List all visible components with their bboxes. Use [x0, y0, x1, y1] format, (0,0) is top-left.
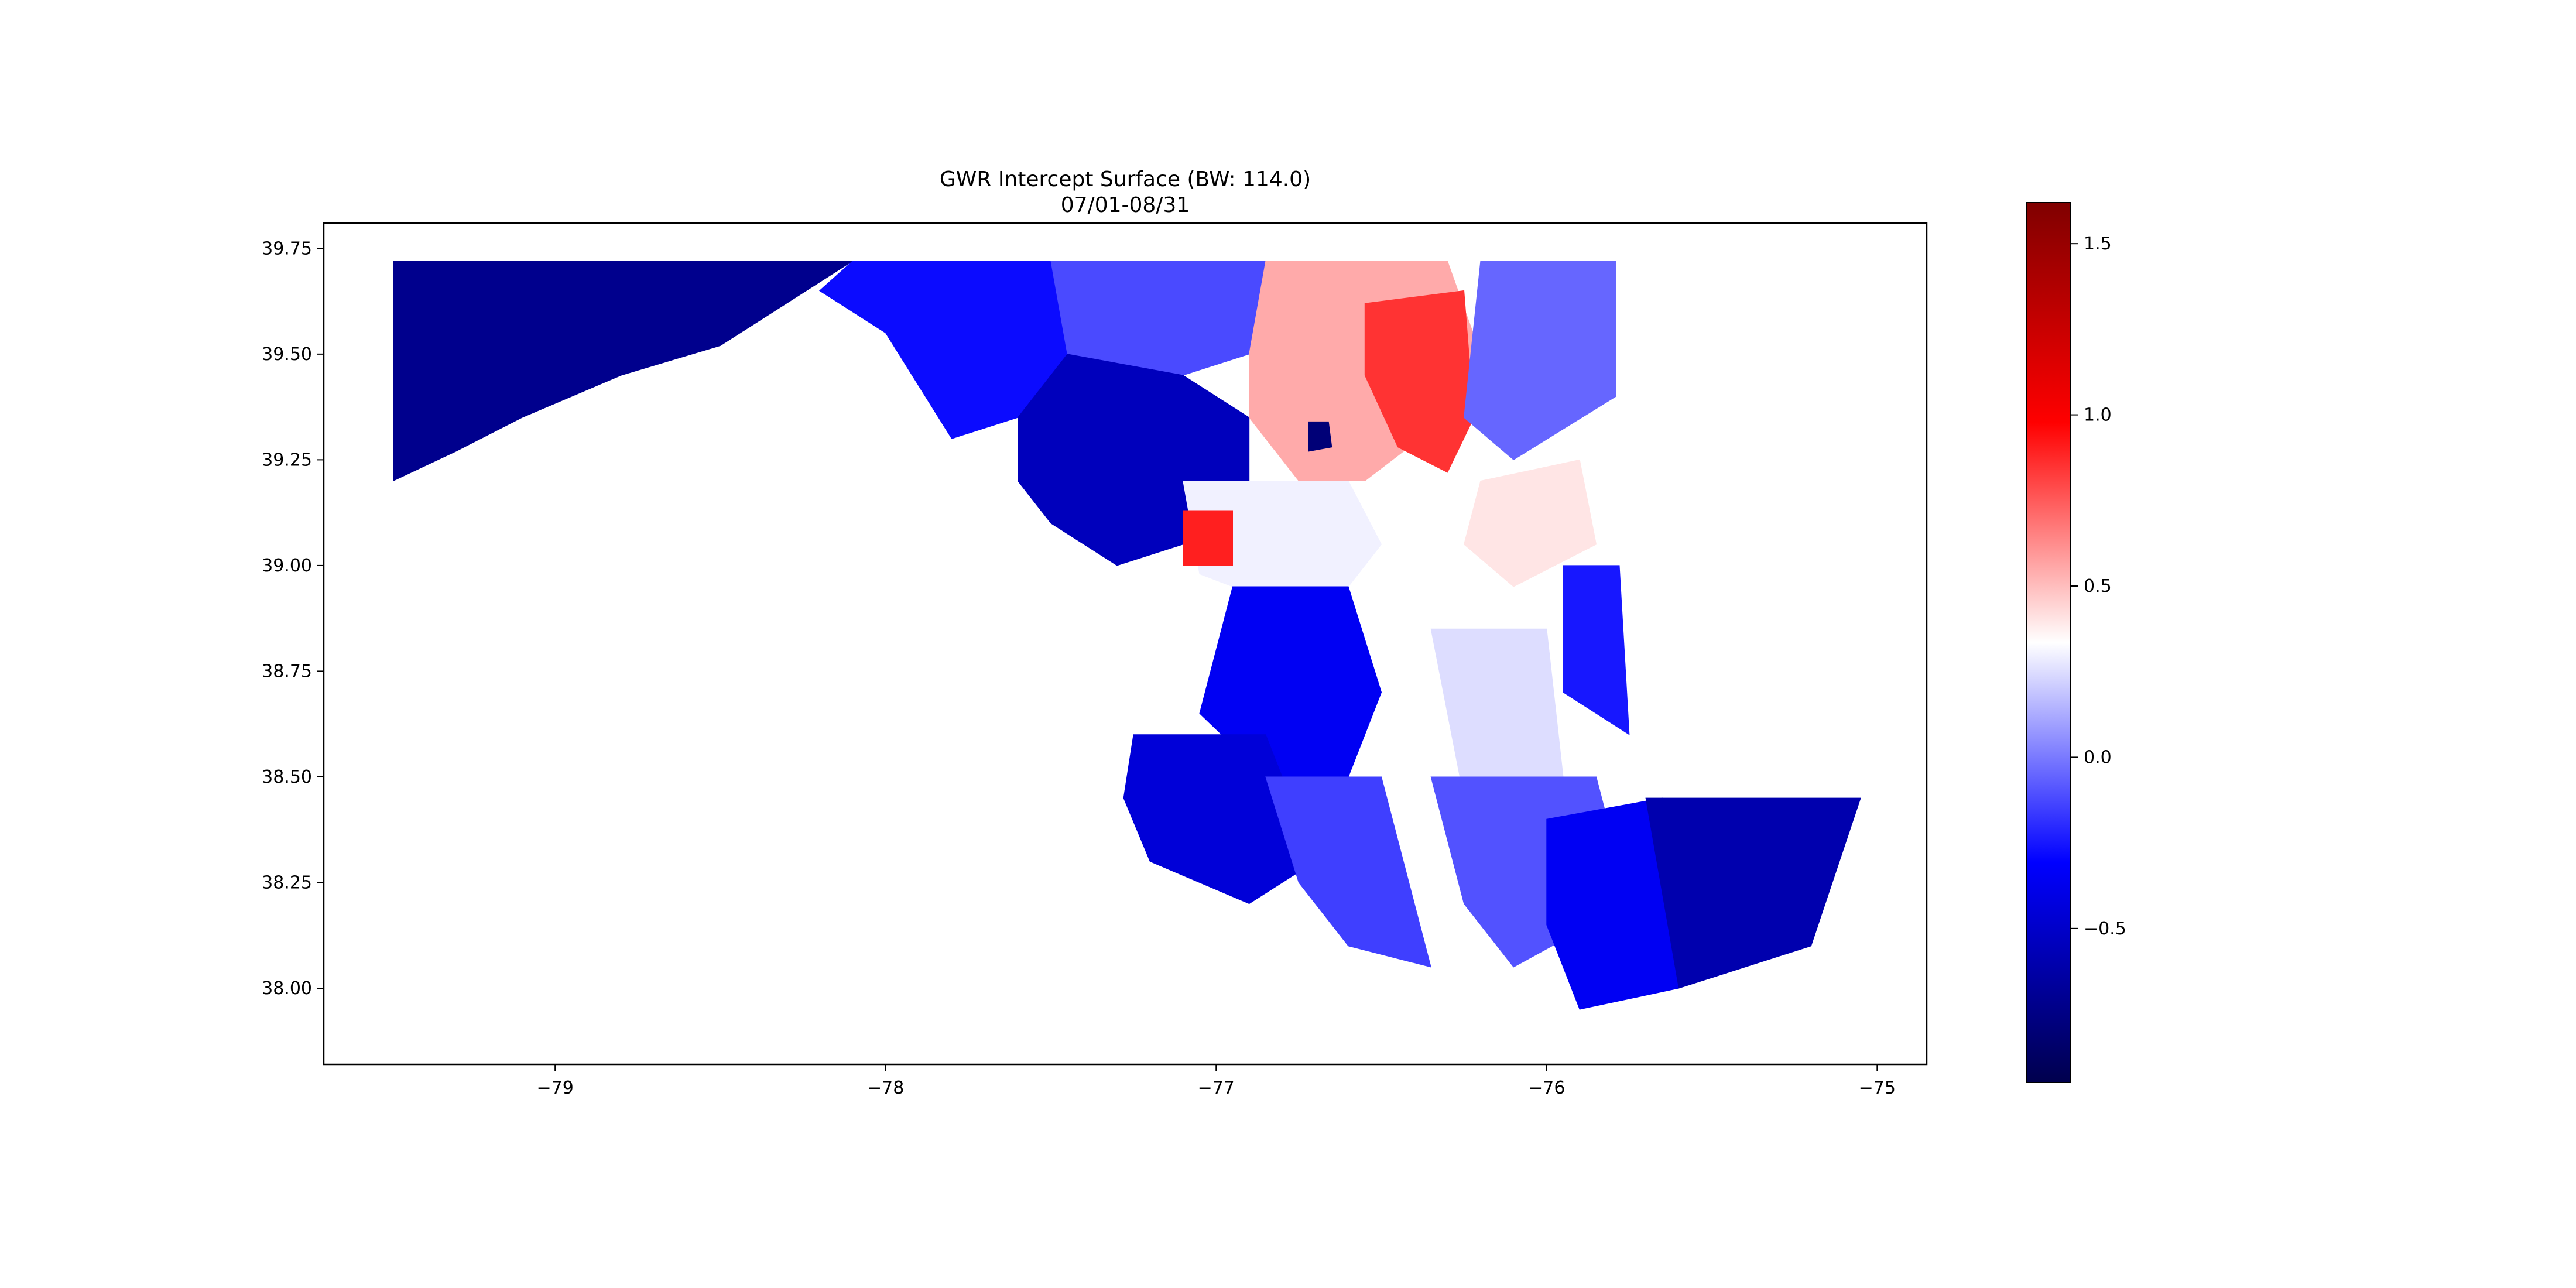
region-caroline: [1563, 565, 1630, 735]
colorbar: [2026, 202, 2071, 1083]
x-tick-label: −76: [1528, 1078, 1565, 1098]
colorbar-tick-label: −0.5: [2084, 919, 2126, 939]
colorbar-tick-label: 1.5: [2084, 234, 2112, 254]
colorbar-tick-label: 1.0: [2084, 405, 2112, 426]
colorbar-tick-label: 0.0: [2084, 747, 2112, 768]
region-baltimore-city-pocket: [1308, 421, 1332, 452]
region-western: [393, 261, 854, 482]
region-harford: [1364, 290, 1475, 473]
region-wicomico-somerset: [1546, 797, 1680, 1010]
region-queen-annes: [1464, 459, 1597, 587]
region-st-marys: [1265, 776, 1431, 968]
colorbar-tick-label: 0.5: [2084, 576, 2112, 597]
y-tick-label: 39.75: [262, 238, 312, 259]
y-tick-label: 38.50: [262, 767, 312, 787]
y-tick-label: 39.25: [262, 450, 312, 470]
y-axis: 39.75 39.50 39.25 39.00 38.75 38.50 38.25 38.00: [262, 238, 324, 999]
y-tick-label: 39.00: [262, 556, 312, 576]
region-howard-hotspot: [1183, 510, 1233, 566]
x-tick-label: −77: [1198, 1078, 1235, 1098]
x-tick-label: −75: [1859, 1078, 1896, 1098]
colorbar-axis: 1.5 1.0 0.5 0.0 −0.5: [2071, 234, 2126, 939]
region-worcester: [1645, 797, 1861, 989]
x-tick-label: −78: [867, 1078, 904, 1098]
y-tick-label: 38.75: [262, 661, 312, 681]
y-tick-label: 38.00: [262, 978, 312, 999]
x-tick-label: −79: [537, 1078, 574, 1098]
region-kent: [1464, 261, 1616, 461]
chart-subtitle: 07/01-08/31: [1061, 193, 1190, 217]
plot-frame: [323, 222, 1928, 1066]
x-axis: −79 −78 −77 −76 −75: [537, 1064, 1896, 1098]
y-tick-label: 38.25: [262, 872, 312, 893]
map-regions: [393, 261, 1861, 1010]
y-tick-label: 39.50: [262, 344, 312, 365]
chart-title: GWR Intercept Surface (BW: 114.0): [940, 167, 1311, 191]
